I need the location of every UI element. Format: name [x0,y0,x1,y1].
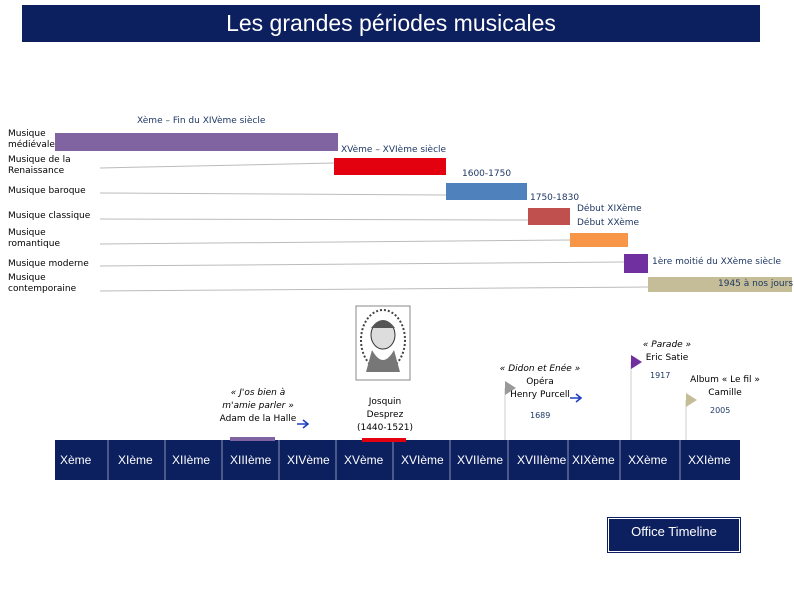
century-label: XVème [344,453,384,467]
period-bar [334,158,446,175]
event-year: 2005 [710,406,731,415]
link-arrow [297,419,310,429]
century-label: XIème [118,453,153,467]
connector [99,218,529,221]
event-year: 1689 [530,411,551,420]
period-bar [446,183,527,200]
century-label: XXIème [688,453,731,467]
period-name: Musique baroque [8,186,86,196]
connector [99,261,625,267]
event-flag [686,393,697,407]
period-dates: XVème – XVIème siècle [341,145,447,155]
connector [99,192,447,196]
event-bar [362,438,406,442]
century-label: XXème [628,453,668,467]
period-name: Musique médiévale [8,129,55,150]
century-label: XVIIIème [517,453,567,467]
connector [99,162,335,169]
event-text: (1440-1521) [356,423,414,433]
event-text: « Didon et Enée » [499,364,581,374]
century-label: XIIème [172,453,211,467]
period-bar [624,254,648,273]
portrait [355,305,411,381]
title: Les grandes périodes musicales [22,5,760,42]
century-label: XVIème [401,453,444,467]
event-text: Opéra [526,377,554,387]
event-text: « J'os bien à [230,388,286,398]
connector [99,286,649,292]
period-dates: Xème – Fin du XIVème siècle [137,116,266,126]
event-text: Eric Satie [645,353,689,363]
period-dates: 1ère moitié du XXème siècle [652,257,781,267]
century-label: XIIIème [230,453,272,467]
century-label: Xème [60,453,92,467]
footer-badge: Office Timeline [607,517,741,553]
event-flag [505,381,516,395]
event-text: Album « Le fil » [690,375,760,385]
period-name: Musique classique [8,211,91,221]
period-bar [570,233,628,247]
period-name: Musique contemporaine [8,273,77,294]
century-label: XIXème [572,453,615,467]
period-name: Musique de la Renaissance [8,155,71,176]
event-year: 1917 [650,371,671,380]
connector [99,239,571,245]
period-dates: 1750-1830 [530,193,580,203]
event-text: Camille [708,388,742,398]
period-bar [55,133,338,151]
event-text: Desprez [366,410,404,420]
period-bar [648,277,792,292]
event-text: « Parade » [642,340,692,350]
event-text: Henry Purcell [510,390,570,400]
century-label: XVIIème [457,453,504,467]
period-name: Musique moderne [8,259,89,269]
event-text: m'amie parler » [222,401,294,411]
event-text: Adam de la Halle [219,414,297,424]
link-arrow [570,393,583,403]
century-label: XIVème [287,453,330,467]
period-dates: Début XIXème [577,204,642,214]
event-flag [631,355,642,369]
century-axis [55,440,740,480]
period-dates: 1600-1750 [462,169,512,179]
period-dates: Début XXème [577,218,640,228]
event-text: Josquin [368,397,402,407]
period-bar [528,208,570,225]
period-name: Musique romantique [8,228,60,249]
event-bar [230,437,275,441]
period-dates: 1945 à nos jours [718,279,794,289]
